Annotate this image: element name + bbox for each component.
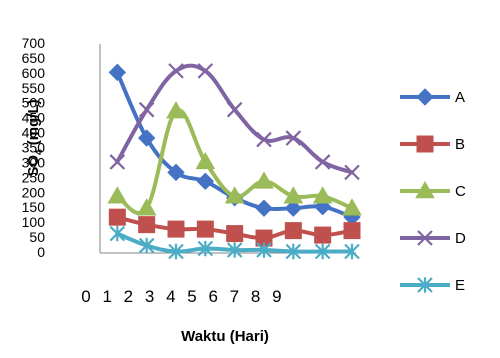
y-tick-label: 500: [22, 95, 46, 111]
legend-marker: [417, 277, 433, 293]
x-tick-label: 7: [230, 287, 239, 306]
x-tick-label: 1: [102, 287, 111, 306]
y-tick-label: 350: [22, 140, 46, 156]
data-point: [256, 242, 272, 258]
data-point: [285, 130, 302, 146]
data-point: [226, 242, 243, 258]
data-point: [136, 198, 157, 216]
series-B: [108, 208, 361, 247]
data-point: [284, 199, 303, 217]
legend-marker: [417, 230, 433, 246]
y-tick-label: 450: [22, 110, 46, 126]
data-point: [196, 220, 214, 238]
data-point: [167, 220, 185, 238]
data-point: [226, 225, 244, 243]
y-tick-label: 0: [37, 244, 45, 260]
legend-item: A: [400, 88, 465, 106]
data-point: [314, 154, 331, 170]
x-tick-label: 3: [145, 287, 154, 306]
data-point: [283, 186, 304, 204]
data-point: [168, 63, 184, 79]
data-point: [285, 243, 302, 260]
data-point: [344, 164, 360, 181]
data-point: [109, 154, 126, 170]
y-tick-label: 550: [22, 80, 46, 96]
data-point: [344, 243, 360, 260]
x-tick-label: 2: [124, 287, 133, 306]
legend-item: D: [400, 230, 466, 247]
y-tick-label: 650: [22, 50, 46, 66]
y-tick-label: 700: [22, 35, 46, 51]
series-layer: [107, 63, 362, 260]
legend: A B C D E: [400, 88, 466, 294]
data-point: [197, 63, 214, 79]
data-point: [284, 222, 302, 240]
data-point: [195, 151, 216, 170]
data-point: [196, 172, 215, 191]
y-axis: 0501001502002503003504004505005506006507…: [22, 35, 101, 260]
data-point: [108, 208, 126, 226]
data-point: [138, 101, 155, 118]
y-tick-label: 300: [22, 154, 46, 170]
x-tick-label: 9: [272, 287, 281, 306]
series-E: [109, 225, 360, 260]
y-tick-label: 400: [22, 125, 46, 141]
series-D: [109, 63, 360, 181]
y-tick-label: 50: [29, 229, 45, 245]
x-tick-label: 5: [187, 287, 196, 306]
data-point: [226, 101, 243, 118]
data-point: [314, 226, 332, 244]
series-C: [107, 101, 362, 216]
data-point: [314, 243, 331, 260]
data-point: [224, 186, 245, 204]
legend-item: B: [400, 135, 465, 153]
x-tick-label: 0: [81, 287, 90, 306]
data-point: [255, 199, 273, 217]
data-point: [137, 129, 156, 147]
y-tick-label: 250: [22, 169, 46, 185]
x-axis-title: Waktu (Hari): [181, 328, 269, 345]
legend-label: A: [455, 89, 465, 106]
legend-marker: [416, 88, 434, 106]
legend-label: C: [455, 183, 466, 200]
y-axis-title-main: SO: [25, 155, 42, 177]
y-axis-title-unit: (mg/L): [25, 99, 42, 149]
y-tick-label: 150: [22, 199, 46, 215]
y-tick-label: 200: [22, 184, 46, 200]
y-tick-label: 600: [22, 65, 46, 81]
y-axis-title-sub: 4: [34, 149, 45, 155]
legend-label: E: [455, 277, 465, 294]
legend-label: B: [455, 136, 465, 153]
y-tick-label: 100: [22, 214, 46, 230]
data-point: [138, 216, 156, 234]
data-point: [108, 63, 127, 82]
data-point: [138, 237, 155, 254]
data-point: [312, 186, 333, 204]
x-tick-label: 6: [208, 287, 217, 306]
legend-item: E: [400, 277, 465, 294]
x-tick-label: 8: [251, 287, 260, 306]
data-point: [342, 198, 362, 216]
legend-item: C: [400, 180, 466, 200]
y-axis-title: SO4 (mg/L): [25, 99, 45, 176]
data-point: [197, 240, 214, 257]
data-point: [256, 131, 272, 148]
x-tick-label: 4: [166, 287, 175, 306]
data-point: [254, 171, 274, 189]
data-point: [166, 101, 186, 119]
data-point: [343, 222, 361, 240]
data-point: [109, 225, 126, 242]
legend-label: D: [455, 230, 466, 247]
data-point: [168, 243, 184, 260]
data-point: [167, 163, 185, 182]
legend-marker: [415, 180, 435, 199]
legend-marker: [416, 135, 434, 153]
data-point: [107, 186, 128, 204]
